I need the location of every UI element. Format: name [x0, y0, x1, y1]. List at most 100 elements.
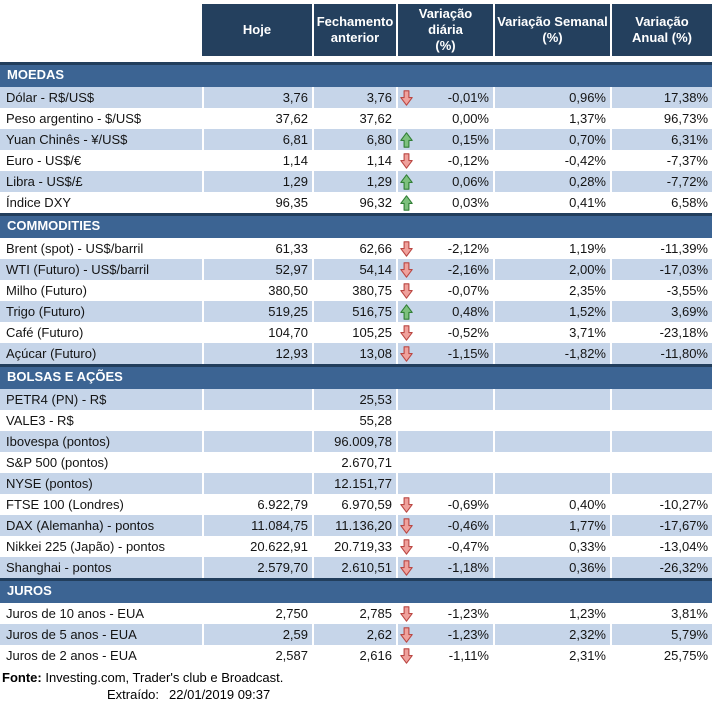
fechamento-anterior-cell: 13,08 — [312, 343, 396, 364]
variacao-diaria-cell — [396, 389, 493, 410]
section-header-moedas: MOEDAS — [0, 62, 712, 87]
hoje-cell-text: 37,62 — [275, 111, 308, 126]
arrow-down-icon — [400, 240, 413, 257]
variacao-anual-cell-text: -7,72% — [666, 174, 708, 189]
variacao-diaria-cell: -0,46% — [396, 515, 493, 536]
hoje-cell: 96,35 — [202, 192, 312, 213]
fechamento-anterior-cell: 2,616 — [312, 645, 396, 666]
row-label: Café (Futuro) — [0, 322, 202, 343]
table-row: Juros de 10 anos - EUA 2,750 2,785 -1,23% 1,… — [0, 603, 712, 624]
variacao-diaria-cell: -1,15% — [396, 343, 493, 364]
row-label: Juros de 5 anos - EUA — [0, 624, 202, 645]
source-text: Investing.com, Trader's club e Broadcast… — [45, 670, 284, 685]
hoje-cell: 2,587 — [202, 645, 312, 666]
hoje-cell: 2.579,70 — [202, 557, 312, 578]
extracted-label: Extraído: — [107, 687, 160, 702]
variacao-anual-cell-text: 3,81% — [671, 606, 708, 621]
hoje-cell: 6,81 — [202, 129, 312, 150]
variacao-anual-cell — [610, 473, 712, 494]
fechamento-anterior-cell-text: 1,29 — [366, 174, 392, 189]
fechamento-anterior-cell: 3,76 — [312, 87, 396, 108]
hoje-cell: 2,750 — [202, 603, 312, 624]
variacao-diaria-cell-text: 0,03% — [452, 195, 489, 210]
table-row: Peso argentino - $/US$ 37,62 37,62 0,00% 1,3… — [0, 108, 712, 129]
variacao-anual-cell-text: 96,73% — [663, 111, 708, 126]
extracted-line: Extraído: 22/01/2019 09:37 — [0, 686, 712, 703]
variacao-anual-cell-text: -3,55% — [666, 283, 708, 298]
column-header-variacao-diaria: Variação diária (%) — [396, 4, 493, 56]
arrow-down-icon — [400, 282, 413, 299]
hoje-cell: 37,62 — [202, 108, 312, 129]
fechamento-anterior-cell: 380,75 — [312, 280, 396, 301]
row-label: Nikkei 225 (Japão) - pontos — [0, 536, 202, 557]
variacao-diaria-cell — [396, 473, 493, 494]
hoje-cell-text: 2,587 — [275, 648, 308, 663]
variacao-anual-cell: -11,80% — [610, 343, 712, 364]
variacao-semanal-cell-text: 0,40% — [569, 497, 606, 512]
variacao-anual-cell-text: 5,79% — [671, 627, 708, 642]
section-header-bolsas-e-acoes: BOLSAS E AÇÕES — [0, 364, 712, 389]
variacao-diaria-cell: -1,23% — [396, 603, 493, 624]
arrow-down-icon — [400, 626, 413, 643]
variacao-semanal-cell-text: -0,42% — [564, 153, 606, 168]
fechamento-anterior-cell: 2,785 — [312, 603, 396, 624]
fechamento-anterior-cell-text: 2,785 — [359, 606, 392, 621]
row-label-text: PETR4 (PN) - R$ — [6, 392, 107, 407]
variacao-diaria-cell-text: 0,15% — [452, 132, 489, 147]
hoje-cell-text: 20.622,91 — [250, 539, 308, 554]
arrow-down-icon — [400, 559, 413, 576]
row-label: S&P 500 (pontos) — [0, 452, 202, 473]
row-label: Juros de 2 anos - EUA — [0, 645, 202, 666]
row-label: Milho (Futuro) — [0, 280, 202, 301]
row-label-text: Açúcar (Futuro) — [6, 346, 97, 361]
table-row: Trigo (Futuro) 519,25 516,75 0,48% 1,52% 3,69… — [0, 301, 712, 322]
fechamento-anterior-cell: 55,28 — [312, 410, 396, 431]
variacao-anual-cell: 3,69% — [610, 301, 712, 322]
variacao-diaria-cell-text: 0,06% — [452, 174, 489, 189]
table-row: Dólar - R$/US$ 3,76 3,76 -0,01% 0,96% 17,38% — [0, 87, 712, 108]
row-label-text: Nikkei 225 (Japão) - pontos — [6, 539, 165, 554]
hoje-cell: 3,76 — [202, 87, 312, 108]
table-row: Shanghai - pontos 2.579,70 2.610,51 -1,18% 0… — [0, 557, 712, 578]
table-row: Café (Futuro) 104,70 105,25 -0,52% 3,71% -23,… — [0, 322, 712, 343]
hoje-cell: 20.622,91 — [202, 536, 312, 557]
hoje-cell-text: 2,59 — [282, 627, 308, 642]
row-label-text: Juros de 10 anos - EUA — [6, 606, 145, 621]
hoje-cell: 61,33 — [202, 238, 312, 259]
hoje-cell: 1,29 — [202, 171, 312, 192]
variacao-diaria-cell: 0,06% — [396, 171, 493, 192]
variacao-semanal-cell: 0,70% — [493, 129, 610, 150]
variacao-anual-cell: -7,72% — [610, 171, 712, 192]
table-row: NYSE (pontos) 12.151,77 — [0, 473, 712, 494]
fechamento-anterior-cell-text: 2,616 — [359, 648, 392, 663]
hoje-cell: 519,25 — [202, 301, 312, 322]
variacao-diaria-cell-text: -0,46% — [447, 518, 489, 533]
row-label: Índice DXY — [0, 192, 202, 213]
arrow-down-icon — [400, 605, 413, 622]
variacao-anual-cell: 5,79% — [610, 624, 712, 645]
variacao-semanal-cell-text: 2,32% — [569, 627, 606, 642]
variacao-semanal-cell — [493, 431, 610, 452]
variacao-anual-cell: -17,03% — [610, 259, 712, 280]
variacao-semanal-cell: 1,52% — [493, 301, 610, 322]
hoje-cell: 12,93 — [202, 343, 312, 364]
hoje-cell: 1,14 — [202, 150, 312, 171]
variacao-diaria-cell-text: -1,23% — [447, 606, 489, 621]
hoje-cell — [202, 389, 312, 410]
variacao-semanal-cell-text: 0,33% — [569, 539, 606, 554]
variacao-semanal-cell — [493, 410, 610, 431]
fechamento-anterior-cell: 105,25 — [312, 322, 396, 343]
corner-cell — [0, 4, 202, 56]
variacao-semanal-cell-text: 2,31% — [569, 648, 606, 663]
hoje-cell-text: 519,25 — [268, 304, 308, 319]
variacao-diaria-cell: -1,18% — [396, 557, 493, 578]
variacao-anual-cell — [610, 431, 712, 452]
row-label: Yuan Chinês - ¥/US$ — [0, 129, 202, 150]
variacao-semanal-cell: 2,31% — [493, 645, 610, 666]
arrow-down-icon — [400, 517, 413, 534]
fechamento-anterior-cell: 96.009,78 — [312, 431, 396, 452]
table-row: Juros de 5 anos - EUA 2,59 2,62 -1,23% 2,32%… — [0, 624, 712, 645]
hoje-cell-text: 96,35 — [275, 195, 308, 210]
variacao-anual-cell: 25,75% — [610, 645, 712, 666]
section-title: BOLSAS E AÇÕES — [7, 369, 123, 384]
